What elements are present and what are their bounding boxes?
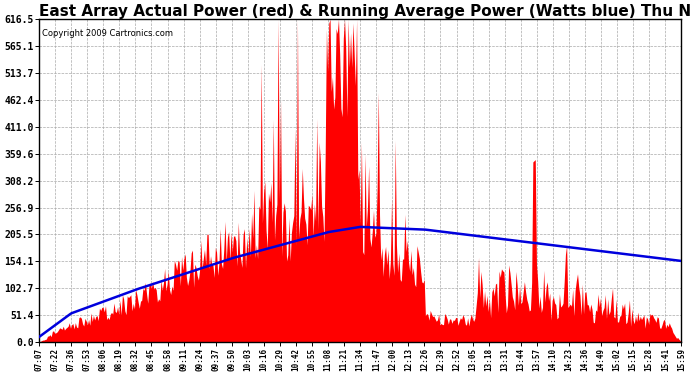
Text: Copyright 2009 Cartronics.com: Copyright 2009 Cartronics.com [42,29,173,38]
Text: East Array Actual Power (red) & Running Average Power (Watts blue) Thu Nov 19 16: East Array Actual Power (red) & Running … [39,4,690,19]
